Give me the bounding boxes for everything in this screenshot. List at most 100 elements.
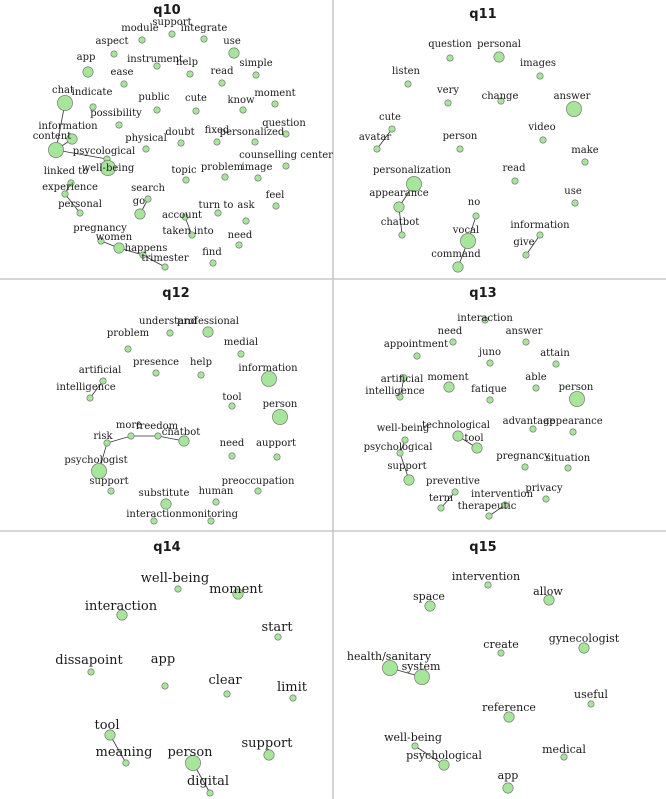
edge-q13-preventive-term	[440, 491, 456, 509]
node-q15-psychological	[438, 759, 450, 771]
node-q11-personal	[493, 51, 505, 63]
label-q13-moment: moment	[427, 372, 468, 383]
node-q10-counselling	[282, 162, 290, 170]
label-q10-app: app	[77, 52, 96, 63]
label-q15-healthsanitary: health/sanitary	[347, 650, 432, 663]
node-q15-gynecologist	[578, 642, 590, 654]
label-q13-support: support	[387, 461, 426, 472]
label-q15-psychological: psychological	[406, 749, 482, 762]
node-q12-medial	[237, 350, 245, 358]
node-q13-situation	[564, 464, 572, 472]
node-q13-technological	[452, 430, 464, 442]
label-q10-personal: personal	[58, 199, 102, 210]
label-q10-counselling: counselling center	[239, 150, 333, 161]
node-q13-intelligence	[396, 393, 404, 401]
node-q11-answer	[566, 101, 582, 117]
label-q10-feel: feel	[266, 190, 285, 201]
node-q13-attain	[552, 360, 560, 368]
label-q15-medical: medical	[542, 743, 586, 756]
node-q10-go	[134, 208, 146, 220]
node-q10-problem	[221, 173, 229, 181]
node-q13-appearance	[569, 428, 577, 436]
node-q12-tool	[228, 402, 236, 410]
label-q15-useful: useful	[574, 688, 608, 701]
label-q13-interaction: interaction	[457, 313, 513, 324]
node-q13-artificial	[400, 374, 408, 382]
label-q15-app: app	[498, 769, 519, 782]
label-q13-technological: technological	[422, 420, 490, 431]
label-q13-fatique: fatique	[471, 384, 507, 395]
node-q12-monitoring	[207, 517, 215, 525]
label-q10-public: public	[138, 92, 170, 103]
label-q15-intervention: intervention	[452, 570, 520, 583]
node-q11-command	[452, 261, 464, 273]
label-q10-fixed: fixed	[205, 125, 230, 136]
label-q12-intelligence: intelligence	[56, 382, 116, 393]
label-q10-possibility: possibility	[90, 108, 142, 119]
node-q13-pregnancy	[521, 463, 529, 471]
node-q10-read	[218, 79, 226, 87]
node-q10-personal	[76, 209, 84, 217]
node-q10-turnto	[214, 209, 222, 217]
edge-q11-cute-avatar	[376, 128, 393, 150]
label-q11-read: read	[502, 163, 526, 174]
label-q12-interaction: interaction	[126, 509, 182, 520]
node-q10-account	[181, 213, 189, 221]
label-q10-module: module	[121, 23, 159, 34]
label-q13-advantage: advantage	[503, 416, 556, 427]
node-q10-women	[113, 242, 125, 254]
node-q15-system	[414, 669, 430, 685]
label-q10-linkedto: linked to	[44, 166, 88, 177]
label-q10-go: go	[133, 196, 145, 207]
label-q10-simple: simple	[239, 58, 272, 69]
label-q12-preoccupation: preoccupation	[222, 476, 295, 487]
node-q13-privacy	[542, 495, 550, 503]
node-q11-change	[497, 97, 505, 105]
node-q10-need	[235, 241, 243, 249]
node-q13-wellbeing	[401, 436, 409, 444]
node-q10-aspect	[110, 50, 118, 58]
node-q12-presence	[152, 369, 160, 377]
node-q14-interaction	[116, 609, 128, 621]
label-q11-person: person	[443, 131, 478, 142]
panel-title-q10: q10	[153, 3, 180, 18]
label-q14-limit: limit	[277, 680, 308, 695]
node-q10-fixed	[213, 138, 221, 146]
label-q10-experience: experience	[42, 182, 98, 193]
label-q11-listen: listen	[392, 66, 420, 77]
node-q12-chatbot	[178, 435, 190, 447]
edge-q12-artificial-intelligence	[89, 380, 104, 399]
label-q12-psychologist: psychologist	[64, 455, 127, 466]
node-q15-reference	[503, 711, 515, 723]
node-q11-avatar	[373, 145, 381, 153]
panel-title-q12: q12	[162, 286, 189, 301]
node-q13-intervention	[501, 501, 509, 509]
node-q13-term	[437, 504, 445, 512]
node-q14-tool	[104, 729, 116, 741]
node-q10-find	[209, 259, 217, 267]
label-q10-psycological: psycological	[73, 146, 135, 157]
label-q10-use: use	[223, 36, 241, 47]
label-q15-space: space	[413, 590, 445, 603]
node-q10-information	[66, 133, 78, 145]
node-q10-know	[239, 106, 247, 114]
node-q10-linkedto	[67, 179, 75, 187]
node-q15-app	[502, 782, 514, 794]
node-q15-useful	[587, 700, 595, 708]
label-q10-turnto: turn to	[199, 200, 234, 211]
label-q13-person: person	[559, 382, 594, 393]
label-q12-information: information	[238, 363, 298, 374]
label-q10-topic: topic	[171, 165, 197, 176]
node-q11-information	[536, 231, 544, 239]
edge-q10-chat-content	[55, 102, 66, 151]
node-q14-meaning	[122, 759, 130, 767]
label-q11-use: use	[564, 186, 582, 197]
node-q15-space	[424, 600, 436, 612]
node-q11-cute	[388, 125, 396, 133]
node-q10-personalized	[251, 138, 259, 146]
label-q10-happens: happens	[125, 243, 168, 254]
label-q10-information: information	[38, 121, 98, 132]
node-q10-ask	[242, 217, 250, 225]
label-q13-attain: attain	[540, 348, 570, 359]
